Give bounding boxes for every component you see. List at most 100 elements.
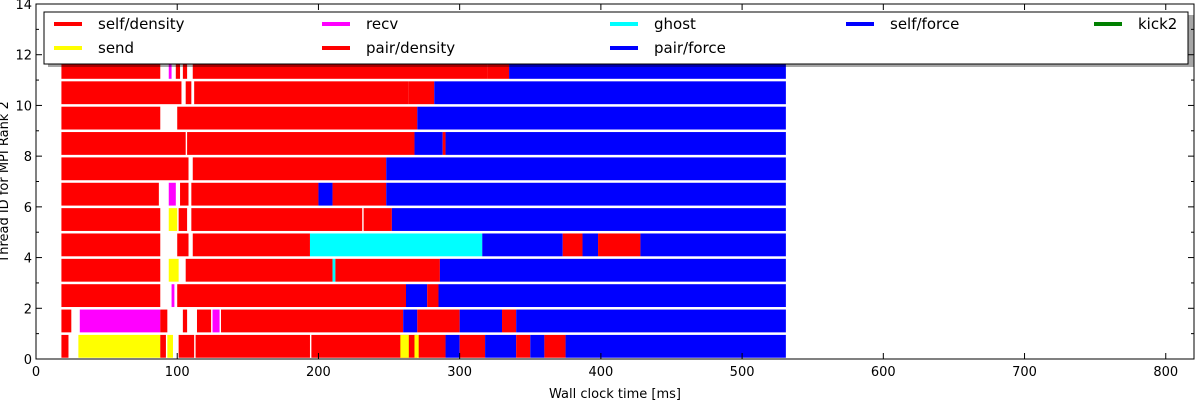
- task-bar: [61, 157, 189, 181]
- task-bar: [582, 233, 599, 257]
- task-bar: [598, 233, 641, 257]
- task-bar: [562, 233, 583, 257]
- task-bar: [406, 106, 418, 130]
- task-bar: [61, 334, 69, 358]
- legend-entry: kick2: [1138, 15, 1177, 33]
- task-bar: [335, 258, 440, 282]
- x-tick-label: 400: [588, 365, 613, 380]
- task-bar: [175, 55, 181, 79]
- task-bar: [400, 334, 409, 358]
- task-bar: [482, 233, 563, 257]
- task-bar: [530, 334, 545, 358]
- task-bar: [434, 81, 786, 105]
- y-tick-label: 6: [24, 201, 32, 216]
- x-tick-label: 800: [1153, 365, 1178, 380]
- x-tick-label: 300: [447, 365, 472, 380]
- task-bar: [180, 182, 189, 206]
- task-bar: [485, 334, 517, 358]
- task-bar: [311, 334, 418, 358]
- legend-entry: pair/force: [654, 39, 726, 57]
- task-bar: [196, 309, 212, 333]
- task-bar: [221, 309, 404, 333]
- task-bar: [160, 334, 166, 358]
- task-bar: [171, 284, 175, 308]
- task-bar: [61, 208, 161, 231]
- task-bar: [182, 309, 188, 333]
- legend-entry: send: [98, 39, 134, 57]
- task-bar: [427, 284, 439, 308]
- y-tick-label: 8: [24, 150, 32, 165]
- task-bar: [185, 81, 192, 105]
- task-bar: [414, 334, 421, 358]
- task-bar: [61, 284, 161, 308]
- legend-entry: self/force: [890, 15, 959, 33]
- task-bar: [61, 309, 72, 333]
- task-bar: [61, 81, 182, 105]
- task-bar: [565, 334, 786, 358]
- task-bar: [640, 233, 786, 257]
- task-bar: [187, 132, 415, 155]
- y-tick-label: 0: [24, 353, 32, 368]
- x-axis-label: Wall clock time [ms]: [549, 387, 681, 400]
- task-bar: [544, 334, 566, 358]
- task-bar: [61, 182, 159, 206]
- task-bar: [318, 182, 333, 206]
- task-bar: [61, 233, 161, 257]
- y-tick-label: 10: [15, 99, 32, 114]
- task-bar: [445, 334, 460, 358]
- task-bar: [516, 309, 786, 333]
- task-bar: [386, 157, 786, 181]
- task-bar: [363, 208, 392, 231]
- task-bar: [61, 258, 161, 282]
- task-bar: [386, 182, 786, 206]
- task-bar: [78, 334, 161, 358]
- task-bar: [194, 81, 409, 105]
- task-bar: [168, 208, 178, 231]
- task-bar: [516, 334, 531, 358]
- y-tick-label: 12: [15, 49, 32, 64]
- x-tick-label: 500: [730, 365, 755, 380]
- task-bar: [185, 258, 333, 282]
- task-bar: [177, 284, 406, 308]
- task-bar: [192, 157, 387, 181]
- task-bar: [191, 208, 363, 231]
- task-bar: [459, 309, 503, 333]
- x-tick-label: 600: [871, 365, 896, 380]
- task-bar: [442, 132, 446, 155]
- task-bar: [192, 233, 310, 257]
- task-bar: [167, 334, 173, 358]
- legend-entry: self/density: [98, 15, 185, 33]
- y-tick-label: 2: [24, 302, 32, 317]
- y-tick-label: 4: [24, 252, 32, 267]
- task-bar: [168, 258, 179, 282]
- task-bar: [182, 55, 188, 79]
- x-tick-label: 700: [1012, 365, 1037, 380]
- task-bar: [177, 106, 406, 130]
- task-bar: [61, 132, 186, 155]
- task-bar: [418, 334, 446, 358]
- task-bar: [177, 233, 189, 257]
- task-bar: [459, 334, 486, 358]
- y-tick-label: 14: [15, 0, 32, 13]
- legend-entry: ghost: [654, 15, 696, 33]
- y-axis-label: Thread ID for MPI Rank 2: [0, 101, 12, 263]
- task-bar: [408, 81, 435, 105]
- task-bar: [191, 182, 319, 206]
- task-bar: [439, 258, 786, 282]
- axis-ticks: 0 100 200 300 400 500 600 700 800 0 2 4 6 8 10 12 14: [15, 0, 1194, 380]
- task-bars: [61, 55, 786, 358]
- task-bar: [414, 132, 443, 155]
- task-bar: [438, 284, 786, 308]
- task-bar: [502, 309, 517, 333]
- legend: self/density send recv pair/density ghost pai…: [43, 11, 1194, 67]
- task-bar: [79, 309, 161, 333]
- task-bar: [309, 233, 483, 257]
- task-bar: [417, 309, 460, 333]
- task-bar: [332, 182, 387, 206]
- task-bar: [391, 208, 786, 231]
- task-bar: [168, 182, 176, 206]
- task-bar: [178, 208, 188, 231]
- task-bar: [212, 309, 220, 333]
- x-tick-label: 200: [306, 365, 331, 380]
